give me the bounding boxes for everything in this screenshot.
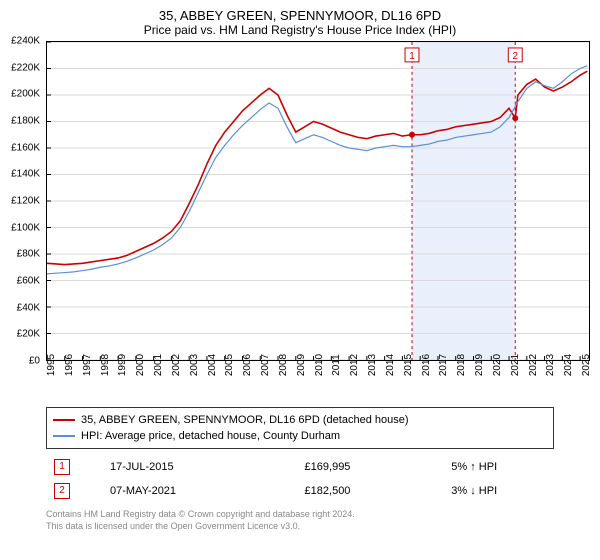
y-tick-label: £20K: [17, 329, 40, 340]
sale-price: £182,500: [297, 479, 444, 503]
y-tick-label: £80K: [17, 249, 40, 260]
attribution: Contains HM Land Registry data © Crown c…: [46, 509, 590, 532]
x-tick-label: 2005: [224, 354, 235, 376]
plot-svg: 12: [47, 42, 589, 360]
x-tick-label: 2011: [331, 354, 342, 376]
x-tick-label: 1999: [117, 354, 128, 376]
y-tick-label: £240K: [11, 36, 40, 47]
x-tick-label: 2017: [438, 354, 449, 376]
x-tick-label: 2013: [367, 354, 378, 376]
chart-subtitle: Price paid vs. HM Land Registry's House …: [0, 23, 600, 41]
table-row: 1 17-JUL-2015 £169,995 5% ↑ HPI: [46, 455, 590, 479]
y-tick-label: £100K: [11, 222, 40, 233]
x-tick-label: 1995: [46, 354, 57, 376]
sale-marker-1-icon: 1: [54, 459, 70, 475]
y-tick-label: £200K: [11, 89, 40, 100]
y-tick-label: £220K: [11, 62, 40, 73]
y-tick-label: £180K: [11, 116, 40, 127]
sale-price: £169,995: [297, 455, 444, 479]
legend-swatch-price-paid: [53, 419, 75, 421]
x-tick-label: 2003: [189, 354, 200, 376]
legend-label-hpi: HPI: Average price, detached house, Coun…: [81, 428, 340, 444]
y-tick-label: £40K: [17, 302, 40, 313]
y-tick-label: £140K: [11, 169, 40, 180]
chart-title: 35, ABBEY GREEN, SPENNYMOOR, DL16 6PD: [0, 0, 600, 23]
x-axis-labels: 1995199619971998199920002001200220032004…: [46, 361, 590, 405]
x-tick-label: 2023: [545, 354, 556, 376]
x-tick-label: 1998: [100, 354, 111, 376]
x-tick-label: 1997: [82, 354, 93, 376]
sale-delta: 3% ↓ HPI: [443, 479, 590, 503]
x-tick-label: 1996: [64, 354, 75, 376]
x-tick-label: 2000: [135, 354, 146, 376]
table-row: 2 07-MAY-2021 £182,500 3% ↓ HPI: [46, 479, 590, 503]
sale-date: 07-MAY-2021: [102, 479, 297, 503]
x-tick-label: 2024: [563, 354, 574, 376]
legend-item-hpi: HPI: Average price, detached house, Coun…: [53, 428, 547, 444]
x-tick-label: 2007: [260, 354, 271, 376]
x-tick-label: 2022: [528, 354, 539, 376]
x-tick-label: 2020: [492, 354, 503, 376]
x-tick-label: 2021: [510, 354, 521, 376]
x-tick-label: 2018: [456, 354, 467, 376]
legend-item-price-paid: 35, ABBEY GREEN, SPENNYMOOR, DL16 6PD (d…: [53, 412, 547, 428]
plot-area: 12: [46, 41, 590, 361]
sales-table: 1 17-JUL-2015 £169,995 5% ↑ HPI 2 07-MAY…: [46, 455, 590, 503]
x-tick-label: 2001: [153, 354, 164, 376]
x-tick-label: 2016: [421, 354, 432, 376]
sale-date: 17-JUL-2015: [102, 455, 297, 479]
svg-text:2: 2: [512, 51, 518, 62]
y-tick-label: £60K: [17, 276, 40, 287]
x-tick-label: 2012: [349, 354, 360, 376]
sale-delta: 5% ↑ HPI: [443, 455, 590, 479]
x-tick-label: 2009: [296, 354, 307, 376]
x-tick-label: 2019: [474, 354, 485, 376]
x-tick-label: 2002: [171, 354, 182, 376]
x-tick-label: 2010: [314, 354, 325, 376]
svg-text:1: 1: [409, 51, 415, 62]
x-tick-label: 2025: [581, 354, 592, 376]
y-axis-labels: £0£20K£40K£60K£80K£100K£120K£140K£160K£1…: [0, 41, 44, 361]
y-tick-label: £160K: [11, 142, 40, 153]
legend-swatch-hpi: [53, 435, 75, 437]
x-tick-label: 2006: [242, 354, 253, 376]
sale-marker-2-icon: 2: [54, 483, 70, 499]
x-tick-label: 2008: [278, 354, 289, 376]
x-tick-label: 2004: [207, 354, 218, 376]
x-tick-label: 2014: [385, 354, 396, 376]
legend-label-price-paid: 35, ABBEY GREEN, SPENNYMOOR, DL16 6PD (d…: [81, 412, 409, 428]
legend: 35, ABBEY GREEN, SPENNYMOOR, DL16 6PD (d…: [46, 407, 554, 449]
y-tick-label: £120K: [11, 196, 40, 207]
attribution-line2: This data is licensed under the Open Gov…: [46, 521, 590, 533]
chart-container: 35, ABBEY GREEN, SPENNYMOOR, DL16 6PD Pr…: [0, 0, 600, 532]
attribution-line1: Contains HM Land Registry data © Crown c…: [46, 509, 590, 521]
x-tick-label: 2015: [403, 354, 414, 376]
y-tick-label: £0: [29, 356, 40, 367]
